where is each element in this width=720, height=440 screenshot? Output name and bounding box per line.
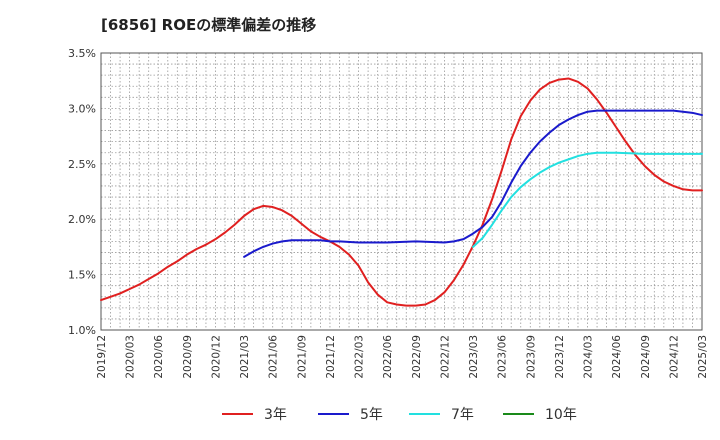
x-tick-label: 2025/03 — [697, 335, 709, 379]
x-tick-label: 2022/12 — [439, 335, 451, 379]
x-tick-label: 2021/06 — [268, 335, 280, 379]
legend-label: 10年 — [545, 407, 577, 423]
x-tick-label: 2023/09 — [525, 335, 537, 379]
x-tick-label: 2020/12 — [210, 335, 222, 379]
legend-label: 3年 — [264, 407, 287, 423]
x-tick-label: 2024/06 — [611, 335, 623, 379]
y-tick-label: 1.0% — [68, 324, 96, 337]
x-tick-label: 2024/09 — [640, 335, 652, 379]
x-tick-label: 2021/09 — [296, 335, 308, 379]
x-tick-label: 2020/06 — [153, 335, 165, 379]
y-tick-label: 3.5% — [68, 47, 96, 60]
x-tick-label: 2019/12 — [96, 335, 108, 379]
series-line-5年 — [243, 109, 703, 258]
x-tick-label: 2020/03 — [125, 335, 137, 379]
x-tick-label: 2023/06 — [497, 335, 509, 379]
x-tick-label: 2024/12 — [668, 335, 680, 379]
y-tick-label: 2.5% — [68, 158, 96, 171]
legend-label: 5年 — [360, 407, 383, 423]
chart-title: [6856] ROEの標準偏差の推移 — [101, 16, 317, 34]
y-tick-label: 3.0% — [68, 102, 96, 115]
series-line-7年 — [472, 151, 703, 248]
x-tick-label: 2020/09 — [182, 335, 194, 379]
x-tick-label: 2021/12 — [325, 335, 337, 379]
plot-border — [100, 52, 703, 331]
series-line-3年 — [100, 77, 703, 307]
x-tick-label: 2023/03 — [468, 335, 480, 379]
x-tick-label: 2022/09 — [411, 335, 423, 379]
plot-area — [101, 53, 702, 330]
x-tick-label: 2022/06 — [382, 335, 394, 379]
x-tick-label: 2021/03 — [239, 335, 251, 379]
x-tick-label: 2022/03 — [354, 335, 366, 379]
legend-label: 7年 — [451, 407, 474, 423]
x-tick-label: 2024/03 — [583, 335, 595, 379]
x-tick-label: 2023/12 — [554, 335, 566, 379]
y-tick-label: 1.5% — [68, 269, 96, 282]
y-tick-label: 2.0% — [68, 213, 96, 226]
